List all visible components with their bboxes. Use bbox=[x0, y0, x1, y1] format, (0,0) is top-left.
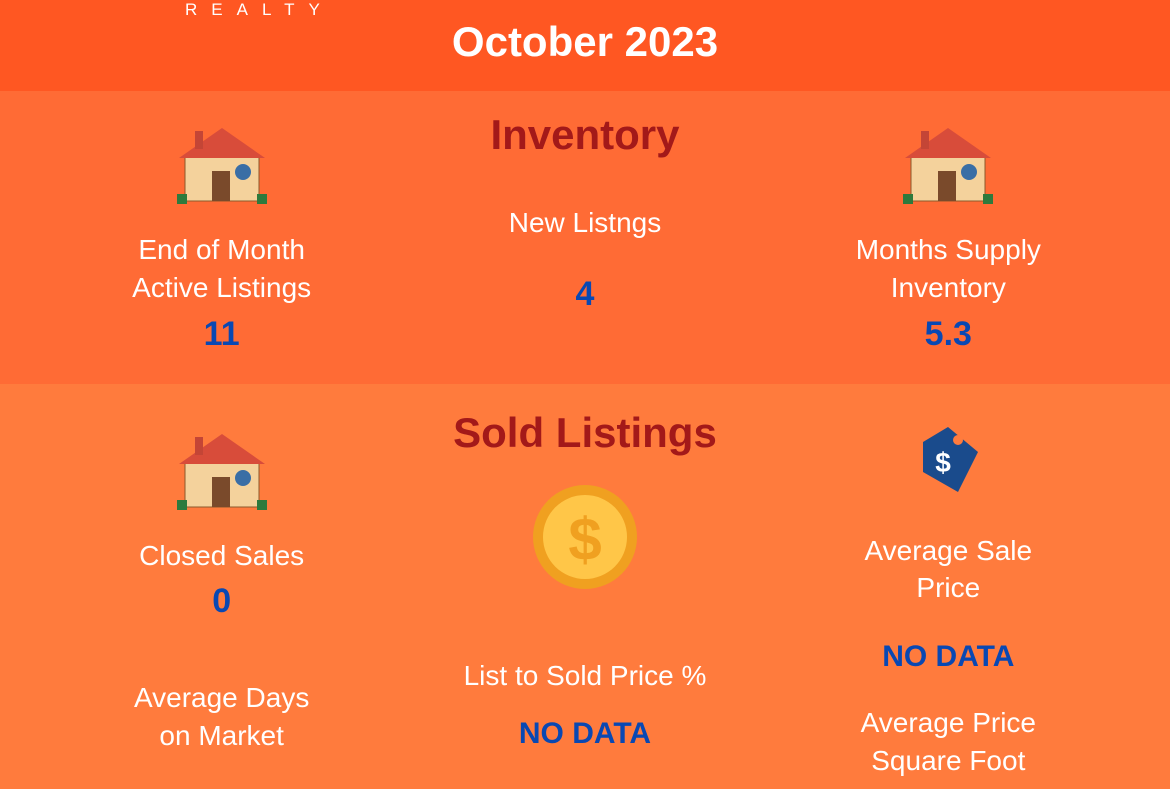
sold-center-col: Sold Listings $ List to Sold Price % NO … bbox=[405, 409, 765, 752]
inventory-section: End of Month Active Listings 11 Inventor… bbox=[0, 91, 1170, 384]
house-icon bbox=[167, 422, 277, 517]
new-listings-label: New Listngs bbox=[509, 204, 662, 242]
list-sold-pct-value: NO DATA bbox=[519, 717, 651, 751]
new-listings-value: 4 bbox=[576, 275, 595, 314]
svg-text:$: $ bbox=[936, 447, 952, 478]
avg-days-label: Average Days on Market bbox=[134, 679, 309, 755]
sold-title: Sold Listings bbox=[405, 409, 765, 457]
active-listings-value: 11 bbox=[204, 315, 240, 354]
closed-sales-value: 0 bbox=[212, 582, 231, 621]
avg-price-sqft-label: Average Price Square Foot bbox=[861, 704, 1036, 780]
active-listings-label: End of Month Active Listings bbox=[132, 231, 311, 307]
report-date: October 2023 bbox=[0, 18, 1170, 66]
house-icon bbox=[167, 116, 277, 211]
header-bar: REALTY October 2023 bbox=[0, 0, 1170, 91]
sold-right-col: . $ Average Sale Price NO DATA Average P… bbox=[768, 409, 1128, 788]
avg-sale-price-value: NO DATA bbox=[882, 640, 1014, 674]
svg-text:$: $ bbox=[568, 506, 601, 573]
house-icon bbox=[893, 116, 1003, 211]
closed-sales-label: Closed Sales bbox=[139, 537, 304, 575]
inventory-center-col: Inventory New Listngs 4 bbox=[405, 111, 765, 314]
avg-sale-price-label: Average Sale Price bbox=[865, 532, 1033, 608]
inventory-title: Inventory bbox=[405, 111, 765, 159]
sold-left-col: . Closed Sales 0 Average Days on Market bbox=[42, 409, 402, 763]
realty-logo-text: REALTY bbox=[185, 0, 334, 20]
inventory-right-col: Months Supply Inventory 5.3 bbox=[768, 111, 1128, 354]
dollar-coin-icon: $ bbox=[530, 482, 640, 597]
months-supply-value: 5.3 bbox=[925, 315, 972, 354]
inventory-left-col: End of Month Active Listings 11 bbox=[42, 111, 402, 354]
price-tag-icon: $ bbox=[908, 422, 988, 507]
list-sold-pct-label: List to Sold Price % bbox=[464, 657, 707, 695]
months-supply-label: Months Supply Inventory bbox=[856, 231, 1041, 307]
sold-section: . Closed Sales 0 Average Days on Market … bbox=[0, 384, 1170, 789]
